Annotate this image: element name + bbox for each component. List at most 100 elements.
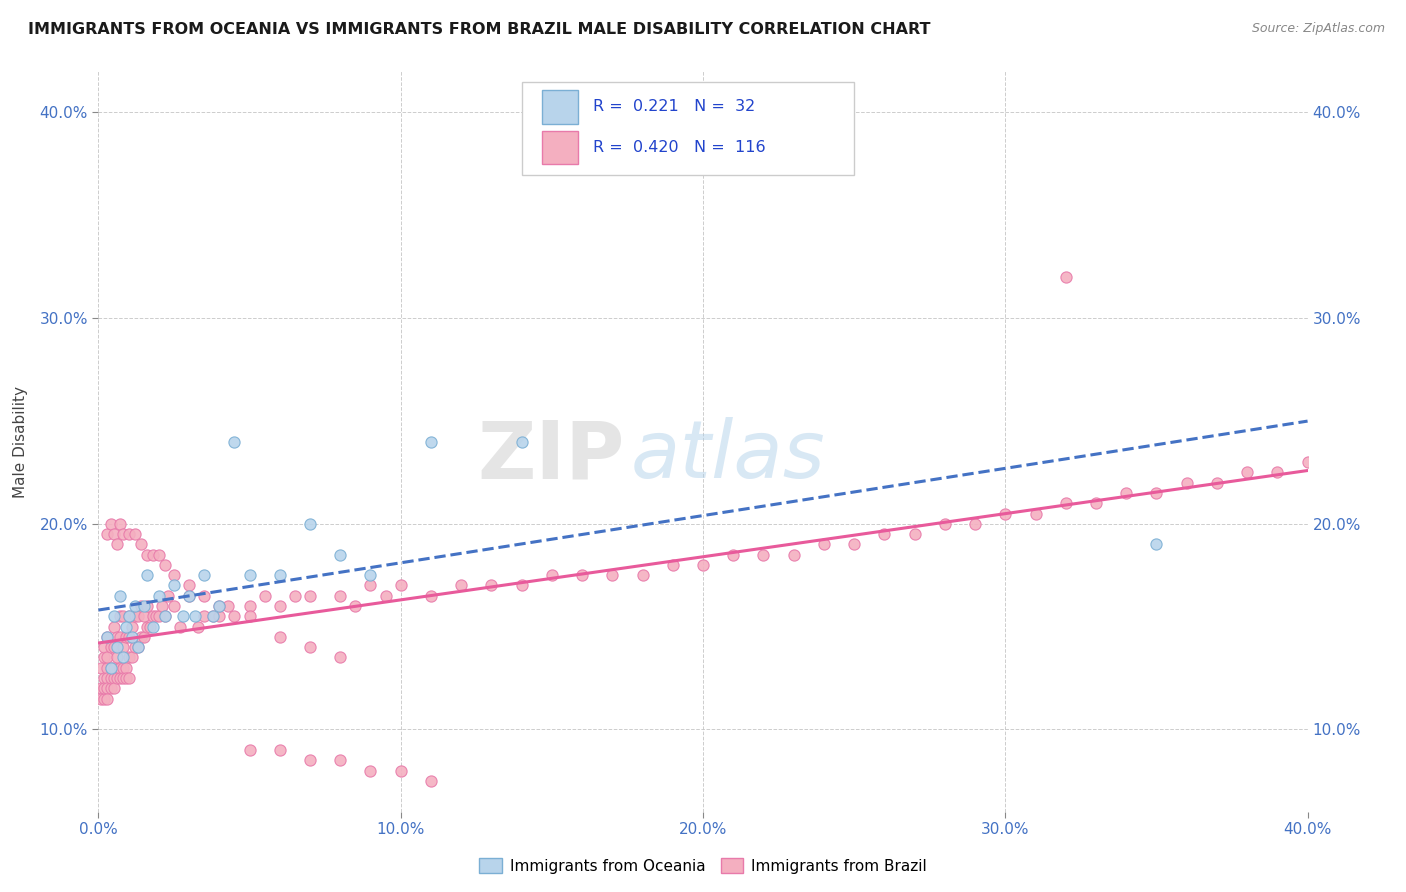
- Point: [93, 650, 115, 665]
- Point: [103, 609, 125, 624]
- Point: [1054, 496, 1077, 510]
- Point: [602, 568, 624, 582]
- Point: [103, 619, 125, 633]
- Point: [1236, 466, 1258, 480]
- Point: [103, 671, 125, 685]
- Point: [150, 599, 173, 613]
- Point: [127, 609, 149, 624]
- Point: [121, 619, 143, 633]
- Point: [124, 609, 146, 624]
- Text: Source: ZipAtlas.com: Source: ZipAtlas.com: [1251, 22, 1385, 36]
- Point: [118, 630, 141, 644]
- Point: [1267, 466, 1289, 480]
- FancyBboxPatch shape: [522, 82, 855, 175]
- Point: [179, 578, 201, 592]
- Point: [239, 609, 262, 624]
- Point: [420, 773, 443, 788]
- Point: [224, 434, 246, 449]
- Point: [114, 619, 136, 633]
- Point: [118, 671, 141, 685]
- Point: [135, 599, 157, 613]
- Point: [108, 589, 131, 603]
- Point: [105, 671, 128, 685]
- Text: atlas: atlas: [630, 417, 825, 495]
- Point: [127, 640, 149, 655]
- Point: [163, 568, 186, 582]
- Point: [145, 609, 167, 624]
- Point: [571, 568, 593, 582]
- Point: [299, 516, 322, 531]
- Point: [100, 516, 122, 531]
- Point: [169, 619, 191, 633]
- Point: [93, 671, 115, 685]
- Point: [179, 589, 201, 603]
- Point: [1175, 475, 1198, 490]
- Text: R =  0.221   N =  32: R = 0.221 N = 32: [593, 100, 755, 114]
- Point: [100, 661, 122, 675]
- Point: [202, 609, 225, 624]
- Point: [108, 630, 131, 644]
- Point: [193, 568, 215, 582]
- Point: [96, 661, 118, 675]
- Point: [420, 434, 443, 449]
- Text: ZIP: ZIP: [477, 417, 624, 495]
- Point: [142, 609, 165, 624]
- Point: [118, 609, 141, 624]
- Point: [132, 609, 155, 624]
- Point: [184, 609, 207, 624]
- Point: [1206, 475, 1229, 490]
- Point: [904, 527, 927, 541]
- Point: [163, 578, 186, 592]
- Point: [187, 619, 209, 633]
- Point: [692, 558, 714, 572]
- Point: [108, 609, 131, 624]
- Point: [510, 578, 533, 592]
- Point: [129, 537, 152, 551]
- Point: [105, 640, 128, 655]
- Point: [103, 661, 125, 675]
- Point: [208, 599, 231, 613]
- Point: [481, 578, 503, 592]
- Point: [994, 507, 1017, 521]
- Point: [96, 691, 118, 706]
- Point: [269, 599, 291, 613]
- Point: [118, 527, 141, 541]
- Point: [269, 743, 291, 757]
- Point: [90, 681, 112, 696]
- Point: [284, 589, 307, 603]
- Point: [239, 568, 262, 582]
- Point: [374, 589, 396, 603]
- Point: [103, 681, 125, 696]
- Point: [217, 599, 239, 613]
- Y-axis label: Male Disability: Male Disability: [14, 385, 28, 498]
- Point: [127, 640, 149, 655]
- Point: [114, 630, 136, 644]
- Point: [93, 691, 115, 706]
- Point: [96, 527, 118, 541]
- Point: [723, 548, 745, 562]
- Point: [193, 589, 215, 603]
- Point: [142, 619, 165, 633]
- Point: [179, 589, 201, 603]
- Point: [299, 589, 322, 603]
- Point: [139, 619, 162, 633]
- Point: [153, 609, 176, 624]
- Point: [269, 568, 291, 582]
- Point: [111, 650, 134, 665]
- Point: [96, 650, 118, 665]
- Point: [389, 578, 412, 592]
- Point: [1296, 455, 1319, 469]
- Text: R =  0.420   N =  116: R = 0.420 N = 116: [593, 140, 766, 155]
- Point: [360, 578, 382, 592]
- Point: [142, 548, 165, 562]
- Point: [344, 599, 367, 613]
- Point: [148, 589, 170, 603]
- Point: [661, 558, 683, 572]
- Point: [111, 661, 134, 675]
- Point: [540, 568, 562, 582]
- Point: [114, 661, 136, 675]
- Point: [163, 599, 186, 613]
- Point: [121, 650, 143, 665]
- Point: [153, 609, 176, 624]
- Point: [96, 630, 118, 644]
